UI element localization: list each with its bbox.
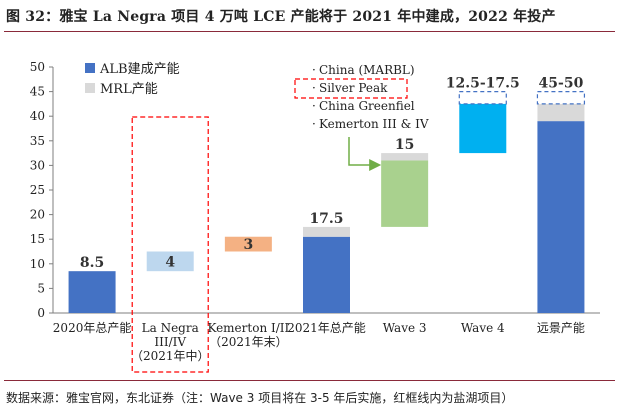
bar-segment-mrl-capacity (303, 226, 350, 237)
annotation-bullet: · (312, 117, 316, 131)
legend-swatch (85, 63, 95, 73)
range-box (536, 90, 586, 105)
x-tick-label: （2021年末） (209, 335, 288, 349)
bar-segment-alb-capacity (537, 121, 585, 314)
salt-lake-highlight-box (131, 116, 209, 373)
data-labels: 8.5 4 3 17.5 15 12.5-17.5 45-50 (80, 76, 584, 272)
silver-peak-highlight-box (294, 78, 408, 99)
x-tick-label: 2021年总产能 (287, 321, 366, 335)
y-tick-label: 20 (30, 208, 45, 222)
y-tick-label: 30 (30, 158, 45, 172)
y-tick-label: 40 (30, 109, 45, 123)
y-axis: 0 5 10 15 20 25 30 35 40 45 50 (30, 60, 600, 320)
title-rule (4, 31, 615, 32)
data-label: 8.5 (80, 255, 104, 271)
bar-segment-mrl-capacity (537, 103, 585, 122)
x-tick-label: 2020年总产能 (53, 321, 132, 335)
data-label: 4 (165, 254, 175, 270)
y-tick-label: 10 (30, 257, 45, 271)
y-tick-label: 25 (30, 183, 45, 197)
y-tick-label: 45 (30, 85, 45, 99)
annotation-item: China (MARBL) (319, 63, 415, 77)
x-tick-label: （2021年中） (131, 348, 210, 363)
data-label: 15 (395, 137, 414, 153)
annotation-bullet: · (312, 63, 316, 77)
figure-title: 图 32：雅宝 La Negra 项目 4 万吨 LCE 产能将于 2021 年… (6, 9, 556, 25)
x-tick-label: 远景产能 (537, 321, 585, 335)
x-tick-label: Wave 4 (461, 321, 505, 335)
legend: ALB建成产能 MRL产能 (85, 62, 180, 97)
bar-segment-alb-capacity (68, 271, 116, 313)
annotation-bullet: · (312, 99, 316, 113)
data-label: 17.5 (309, 211, 343, 227)
x-tick-label: La Negra (142, 321, 199, 335)
bar-segment-mrl-capacity (381, 153, 429, 161)
annotation-bullet: · (312, 81, 316, 95)
y-tick-label: 35 (30, 134, 45, 148)
data-label: 12.5-17.5 (446, 76, 520, 92)
y-tick-label: 0 (37, 306, 45, 320)
annotation-arrow (348, 137, 382, 171)
annotation-item: Kemerton III & IV (319, 117, 429, 131)
annotation-item: China Greenfiel (319, 99, 415, 113)
bar-segment-la-negra (146, 251, 194, 272)
bar-segment-wave3 (381, 160, 429, 227)
source-rule (4, 380, 615, 381)
data-label: 3 (243, 237, 253, 253)
y-tick-label: 15 (30, 232, 45, 246)
bar-segment-wave4 (459, 103, 507, 154)
annotation-item: Silver Peak (319, 81, 388, 95)
bar-segment-alb-capacity (303, 236, 350, 313)
bar-segment-kemerton (224, 236, 272, 252)
bars (68, 90, 586, 373)
x-tick-label: Kemerton I/II (207, 321, 289, 335)
x-tick-label: III/IV (154, 335, 186, 349)
legend-swatch (85, 83, 95, 93)
legend-label: MRL产能 (100, 82, 158, 97)
project-annotation: · China (MARBL)· Silver Peak· China Greenfi… (294, 63, 429, 171)
legend-label: ALB建成产能 (99, 62, 180, 77)
y-tick-label: 50 (30, 60, 45, 74)
x-tick-label: Wave 3 (383, 321, 427, 335)
source-note: 数据来源：雅宝官网，东北证券（注：Wave 3 项目将在 3-5 年后实施，红框… (6, 391, 514, 405)
data-label: 45-50 (539, 76, 584, 92)
range-box (458, 90, 507, 105)
y-tick-label: 5 (37, 281, 45, 295)
